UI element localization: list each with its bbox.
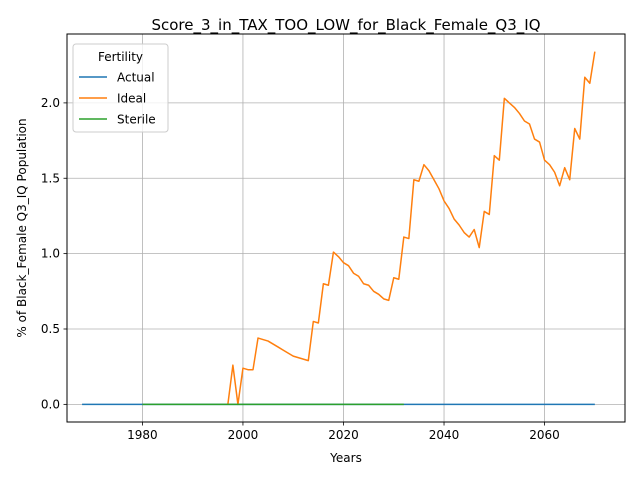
x-tick-label: 2020 bbox=[328, 428, 359, 442]
y-tick-label: 0.5 bbox=[41, 322, 60, 336]
legend-title: Fertility bbox=[98, 50, 143, 64]
x-axis-ticks: 1980 2000 2020 2040 2060 bbox=[127, 422, 560, 442]
legend-items: Actual Ideal Sterile bbox=[79, 71, 156, 127]
x-axis-label: Years bbox=[329, 451, 362, 465]
y-tick-label: 2.0 bbox=[41, 96, 60, 110]
y-tick-label: 1.5 bbox=[41, 171, 60, 185]
y-tick-label: 1.0 bbox=[41, 247, 60, 261]
y-tick-label: 0.0 bbox=[41, 397, 60, 411]
series-lines bbox=[82, 51, 596, 406]
x-tick-label: 1980 bbox=[127, 428, 158, 442]
series-line-ideal bbox=[227, 51, 596, 406]
legend: Fertility Actual Ideal Sterile bbox=[72, 43, 169, 133]
legend-label-sterile: Sterile bbox=[117, 113, 156, 127]
x-tick-label: 2040 bbox=[429, 428, 460, 442]
chart-title: Score_3_in_TAX_TOO_LOW_for_Black_Female_… bbox=[151, 16, 540, 35]
plot-frame bbox=[66, 33, 626, 423]
x-tick-label: 2000 bbox=[228, 428, 259, 442]
y-axis-label: % of Black_Female Q3_IQ Population bbox=[15, 118, 29, 337]
legend-label-ideal: Ideal bbox=[117, 92, 146, 106]
legend-box bbox=[72, 43, 169, 133]
legend-label-actual: Actual bbox=[117, 71, 155, 85]
y-axis-ticks: 0.0 0.5 1.0 1.5 2.0 bbox=[41, 96, 67, 411]
x-tick-label: 2060 bbox=[529, 428, 560, 442]
